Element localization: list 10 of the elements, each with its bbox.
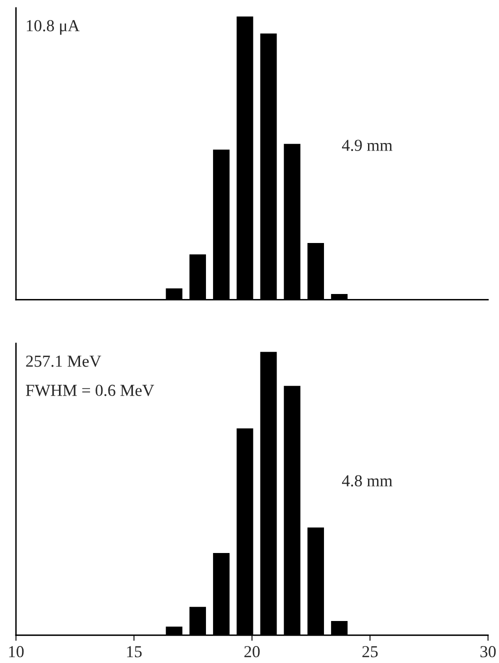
x-tick-label: 15 [127, 646, 142, 658]
x-tick-label: 30 [480, 646, 496, 658]
annotation: FWHM = 0.6 MeV [26, 384, 154, 396]
x-tick-label: 20 [244, 646, 260, 658]
annotation: 4.9 mm [342, 140, 392, 152]
x-tick-label: 10 [9, 646, 24, 658]
annotation: 4.8 mm [342, 475, 392, 487]
annotation: 257.1 MeV [26, 356, 102, 367]
annotation: 10.8 μA [26, 20, 80, 35]
x-tick-label: 25 [362, 646, 378, 658]
